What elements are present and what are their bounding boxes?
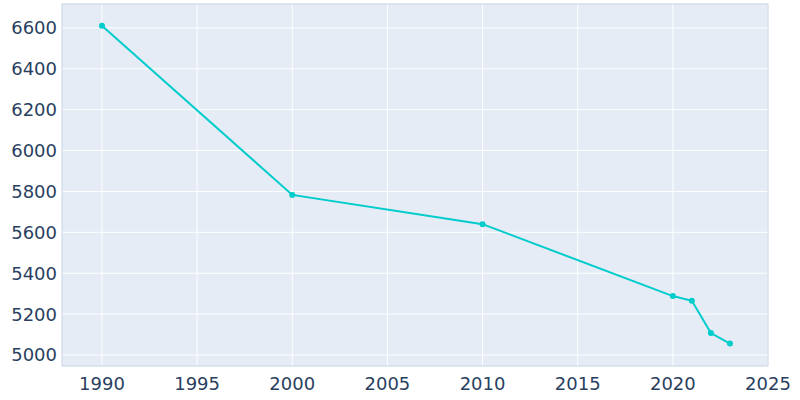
y-tick-label: 6000 (11, 140, 57, 161)
y-tick-label: 5200 (11, 304, 57, 325)
x-tick-label: 1990 (79, 373, 125, 394)
x-tick-label: 2015 (555, 373, 601, 394)
data-line (102, 26, 730, 344)
y-grid-line (62, 191, 768, 192)
x-tick-label: 2000 (269, 373, 315, 394)
y-grid-line (62, 273, 768, 274)
x-grid-line (482, 4, 483, 366)
x-grid-line (101, 4, 102, 366)
plot-background (62, 4, 768, 366)
data-point (480, 221, 486, 227)
y-grid-line (62, 150, 768, 151)
x-tick-label: 2010 (460, 373, 506, 394)
data-point (689, 298, 695, 304)
y-tick-label: 5600 (11, 222, 57, 243)
data-point (708, 330, 714, 336)
y-tick-label: 6200 (11, 99, 57, 120)
y-grid-line (62, 354, 768, 355)
y-tick-label: 5800 (11, 181, 57, 202)
chart-container: 5000 5200 5400 5600 5800 6000 6200 6400 6600 1990… (0, 0, 800, 400)
x-grid-line (387, 4, 388, 366)
y-grid-line (62, 232, 768, 233)
x-tick-label: 2020 (650, 373, 696, 394)
data-point (289, 192, 295, 198)
chart-svg: 5000 5200 5400 5600 5800 6000 6200 6400 6600 1990… (0, 0, 800, 400)
plot-frame (62, 4, 768, 366)
y-grid-line (62, 27, 768, 28)
data-point (727, 341, 733, 347)
y-grid-line (62, 109, 768, 110)
x-tick-label: 1995 (174, 373, 220, 394)
y-tick-label: 6400 (11, 58, 57, 79)
data-group (99, 23, 733, 347)
y-tick-label: 5400 (11, 263, 57, 284)
x-grid-line (292, 4, 293, 366)
data-point (99, 23, 105, 29)
x-grid-line (197, 4, 198, 366)
data-point (670, 293, 676, 299)
y-tick-label: 6600 (11, 17, 57, 38)
y-grid-line (62, 314, 768, 315)
x-tick-label: 2025 (745, 373, 791, 394)
y-tick-label: 5000 (11, 344, 57, 365)
y-grid-line (62, 68, 768, 69)
x-grid-line (672, 4, 673, 366)
x-grid-line (577, 4, 578, 366)
x-tick-label: 2005 (365, 373, 411, 394)
